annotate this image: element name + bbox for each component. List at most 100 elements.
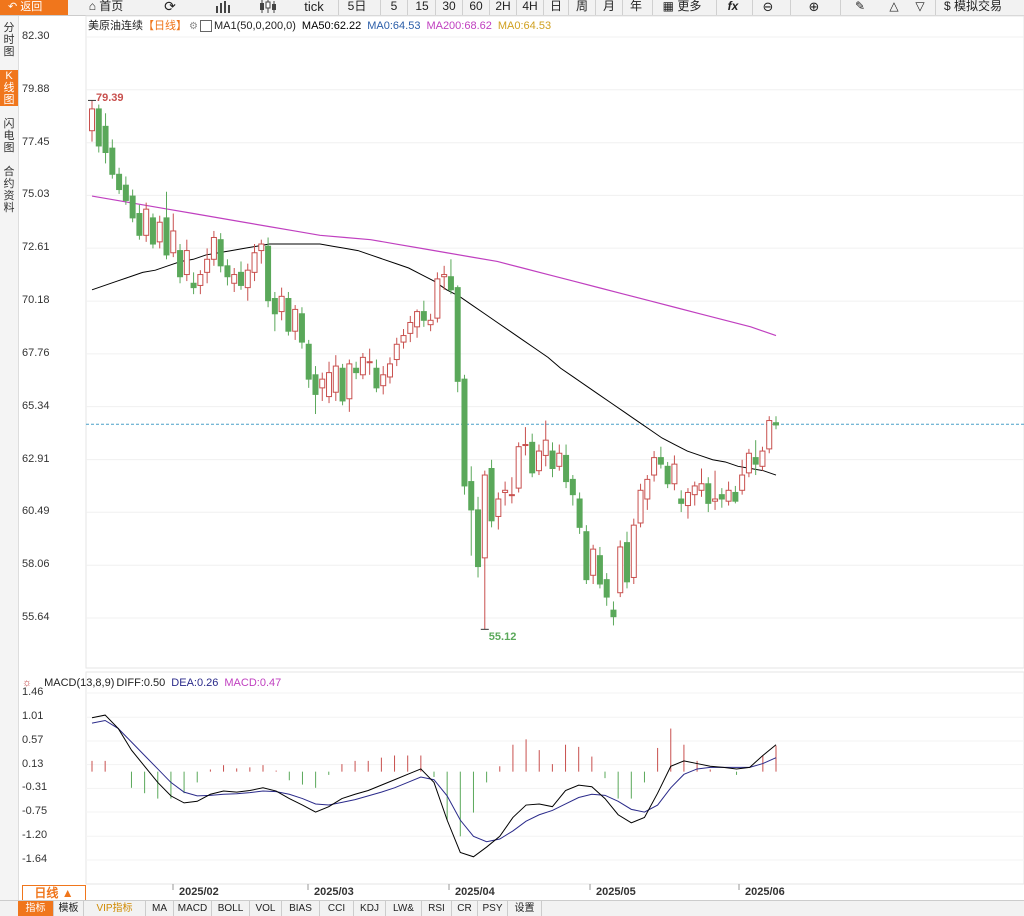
macd-gear-icon[interactable]: ☼ [22,677,33,689]
price-tick-label: 58.06 [22,558,50,571]
period-year[interactable]: 年 [629,0,642,13]
fx-formula-icon[interactable]: fx [727,0,739,13]
main-chart-pane [85,15,1024,669]
candle-body [488,468,495,522]
period-label: 【日线】 [143,20,187,32]
candle-body [359,356,366,376]
candle-body [95,108,102,147]
triangle-up-icon[interactable]: △ [889,0,899,13]
candle-body [393,343,400,361]
settings-icon[interactable]: ⚙ [189,21,198,32]
candle-body [89,108,95,132]
indicator-tab[interactable]: BOLL [212,901,250,916]
back-label: 返回 [20,1,43,13]
indicator-tab[interactable]: 模板 [54,901,84,916]
indicator-tab[interactable]: MA [146,901,174,916]
indicator-tab[interactable]: RSI [422,901,452,916]
candle-body [617,546,624,594]
ma-config-icon[interactable] [199,20,212,33]
price-tick-label: 72.61 [22,241,50,254]
candle-body [759,450,766,467]
simulated-trade-button[interactable]: $ 模拟交易 [943,0,1003,13]
candlestick-icon[interactable] [256,0,280,15]
date-tick-label: 2025/02 [179,886,219,898]
candle-body [332,365,339,393]
ma0b-value: MA0:64.53 [497,20,552,32]
period-selector[interactable]: 日线 ▲ [22,885,86,901]
high-annotation: 79.39 [96,92,124,105]
sidebar-tab-kline[interactable]: K线图 [0,70,18,106]
candle-body [447,276,454,291]
candle-body [386,363,393,378]
period-15[interactable]: 15 [415,0,429,13]
candle-body [583,531,590,581]
indicator-tab[interactable]: CCI [320,901,354,916]
pen-icon[interactable]: ✎ [854,0,866,13]
indicator-tab[interactable]: VOL [250,901,282,916]
indicator-tab[interactable]: VIP指标 [84,901,146,916]
indicator-tab[interactable]: 指标 [18,901,54,916]
candle-body [563,454,570,483]
candle-body [156,221,163,243]
triangle-down-icon[interactable]: ▽ [915,0,925,13]
back-button[interactable]: ↶ 返回 [0,0,68,15]
period-day[interactable]: 日 [549,0,562,13]
period-2h[interactable]: 2H [495,0,511,13]
candle-body [312,374,319,395]
candle-body [224,265,231,278]
date-tick-label: 2025/03 [314,886,354,898]
macd-pane [85,671,1024,885]
macd-diff: DIFF:0.50 [116,677,166,689]
indicator-tab[interactable]: CR [452,901,478,916]
zoom-out-icon[interactable]: ⊖ [762,0,774,14]
period-30[interactable]: 30 [442,0,456,13]
candle-body [644,478,651,500]
candle-body [766,420,773,450]
indicator-tab[interactable]: 设置 [508,901,542,916]
macd-tick-label: -1.20 [22,829,48,842]
period-5d[interactable]: 5日 [347,0,367,13]
candle-body [420,311,427,321]
bar-chart-icon[interactable] [212,0,236,15]
tick-button[interactable]: tick [304,0,324,14]
indicator-tab[interactable]: PSY [478,901,508,916]
candle-body [116,173,123,191]
indicator-tab[interactable]: BIAS [282,901,320,916]
period-4h[interactable]: 4H [522,0,538,13]
candle-body [542,439,549,456]
sidebar-tab-lightning[interactable]: 闪电图 [3,118,15,154]
refresh-icon[interactable]: ⟳ [164,0,176,14]
candle-body [610,609,617,618]
macd-label: MACD(13,8,9) [44,677,115,689]
more-button[interactable]: ▦ 更多 [662,0,702,13]
candle-body [718,494,725,500]
ma50-value: MA50:62.22 [301,20,362,32]
period-week[interactable]: 周 [575,0,588,13]
price-tick-label: 70.18 [22,294,50,307]
period-60[interactable]: 60 [469,0,483,13]
candle-body [502,489,509,493]
candle-body [170,230,177,254]
candle-body [475,509,482,568]
sidebar-tab-timeshare[interactable]: 分时图 [3,22,15,58]
home-icon: ⌂ [88,0,96,13]
candle-body [603,579,610,598]
period-5[interactable]: 5 [390,0,398,13]
candle-body [278,295,285,313]
candle-body [698,483,705,491]
indicator-tab[interactable]: MACD [174,901,212,916]
ma0-value: MA0:64.53 [367,20,421,32]
home-button[interactable]: ⌂ 首页 [88,0,124,13]
price-tick-label: 65.34 [22,399,50,412]
period-month[interactable]: 月 [602,0,615,13]
candle-body [495,498,502,517]
indicator-tab[interactable]: LW& [386,901,422,916]
indicator-tab[interactable]: KDJ [354,901,386,916]
candle-body [637,489,644,524]
zoom-in-icon[interactable]: ⊕ [808,0,820,14]
candle-body [400,335,407,343]
candle-body [298,313,305,343]
candle-body [441,274,448,278]
sidebar-tab-contract-info[interactable]: 合约资料 [3,166,15,214]
